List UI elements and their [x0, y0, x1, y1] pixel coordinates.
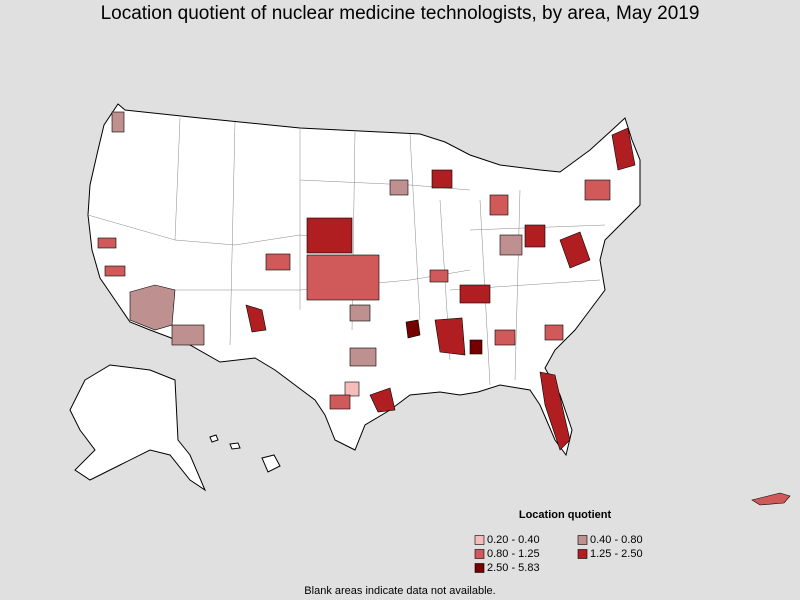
region — [469, 339, 483, 355]
region — [539, 371, 571, 451]
legend-swatch — [474, 535, 485, 545]
region — [349, 304, 371, 322]
legend-title: Location quotient — [519, 509, 612, 521]
legend-swatch — [577, 549, 588, 559]
legend-label: 0.80 - 1.25 — [487, 548, 540, 560]
region — [349, 347, 377, 367]
legend-swatch — [577, 535, 588, 545]
hawaii-2 — [229, 442, 241, 450]
hawaii-3 — [261, 454, 281, 473]
region — [97, 237, 117, 249]
region — [494, 329, 516, 346]
region — [104, 265, 126, 277]
region — [329, 394, 351, 410]
region — [405, 319, 421, 339]
region — [524, 224, 546, 248]
region — [344, 381, 360, 397]
region — [544, 324, 564, 341]
region — [559, 231, 591, 269]
legend-label: 0.40 - 0.80 — [590, 534, 643, 546]
region — [489, 194, 509, 216]
map-title: Location quotient of nuclear medicine te… — [101, 3, 700, 24]
legend-swatch — [474, 549, 485, 559]
alaska — [69, 364, 207, 492]
region — [459, 284, 491, 304]
region — [265, 253, 291, 271]
region — [111, 111, 125, 133]
region — [306, 217, 353, 254]
region — [434, 317, 466, 356]
us-map — [69, 103, 791, 506]
region — [431, 169, 453, 189]
legend-swatch — [474, 563, 485, 573]
legend-label: 2.50 - 5.83 — [487, 562, 540, 574]
hawaii-1 — [209, 434, 219, 443]
region — [429, 269, 449, 283]
footnote: Blank areas indicate data not available. — [304, 585, 495, 597]
puerto-rico — [751, 492, 791, 506]
region — [369, 387, 396, 413]
legend: Location quotient 0.20 - 0.40 0.40 - 0.80… — [474, 509, 643, 574]
region — [171, 324, 205, 346]
region — [306, 254, 380, 301]
legend-label: 0.20 - 0.40 — [487, 534, 540, 546]
legend-label: 1.25 - 2.50 — [590, 548, 643, 560]
region — [245, 304, 267, 333]
region — [611, 127, 636, 171]
region — [584, 179, 611, 201]
region — [389, 179, 409, 196]
region — [499, 234, 523, 256]
